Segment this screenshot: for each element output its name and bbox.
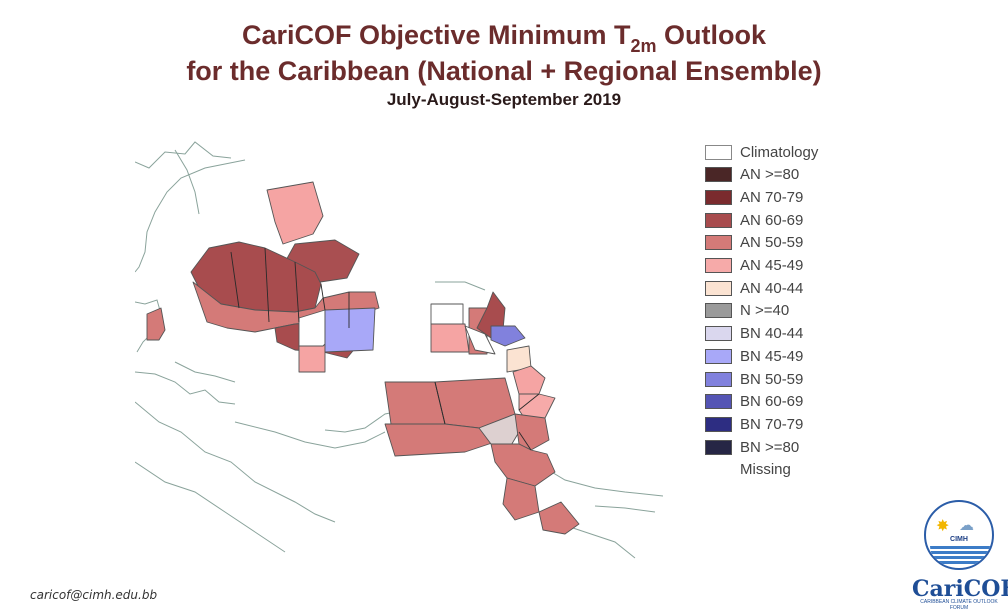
legend-label: AN 50-59 bbox=[740, 234, 804, 252]
waves-icon bbox=[930, 546, 992, 566]
region-haiti bbox=[298, 343, 326, 373]
legend-item: BN 40-44 bbox=[705, 323, 803, 345]
legend-swatch bbox=[705, 462, 732, 477]
legend-swatch bbox=[705, 371, 732, 387]
legend-item: BN 70-79 bbox=[705, 413, 803, 435]
legend-swatch bbox=[705, 258, 732, 273]
map-period: July-August-September 2019 bbox=[386, 90, 622, 109]
map-title-line2: for the Caribbean (National + Regional E… bbox=[186, 56, 822, 86]
legend-swatch bbox=[705, 439, 732, 455]
legend-label: BN 45-49 bbox=[740, 347, 804, 365]
logo-name: CariCOF bbox=[912, 576, 1008, 602]
legend-label: BN 40-44 bbox=[740, 325, 804, 343]
region-puerto-rico-north bbox=[430, 303, 464, 325]
legend-item: Missing bbox=[705, 459, 791, 481]
emblem-text: CIMH bbox=[950, 536, 968, 543]
legend-label: AN >=80 bbox=[740, 166, 800, 184]
legend-item: AN 45-49 bbox=[705, 255, 803, 277]
region-missing bbox=[464, 325, 496, 355]
legend-swatch bbox=[705, 144, 732, 160]
legend-label: AN 60-69 bbox=[740, 211, 804, 229]
legend-swatch bbox=[705, 280, 732, 296]
sun-icon: ✸ bbox=[936, 518, 950, 535]
region-dominica bbox=[512, 365, 546, 395]
division-lines bbox=[230, 247, 540, 451]
legend-swatch bbox=[705, 326, 732, 342]
region-puerto-rico bbox=[430, 323, 470, 353]
legend-item: Climatology bbox=[705, 141, 818, 163]
legend-swatch bbox=[705, 416, 732, 432]
legend-label: Missing bbox=[740, 461, 791, 479]
legend-swatch bbox=[705, 189, 732, 205]
legend-label: BN 60-69 bbox=[740, 393, 804, 411]
legend-swatch bbox=[705, 303, 732, 319]
legend-item: AN >=80 bbox=[705, 164, 799, 186]
caricof-logo: ✸ ☁ CIMH CariCOF CARIBBEAN CLIMATE OUTLO… bbox=[912, 500, 1008, 611]
legend-item: AN 60-69 bbox=[705, 209, 803, 231]
legend-swatch bbox=[705, 348, 732, 364]
legend-item: AN 70-79 bbox=[705, 186, 803, 208]
region-guyana-central bbox=[502, 477, 540, 521]
legend-label: N >=40 bbox=[740, 302, 790, 320]
legend-label: AN 40-44 bbox=[740, 279, 804, 297]
legend-label: AN 45-49 bbox=[740, 257, 804, 274]
legend-label: AN 70-79 bbox=[740, 188, 804, 206]
region-antigua bbox=[490, 325, 526, 347]
cimh-emblem: ✸ ☁ CIMH bbox=[924, 500, 994, 570]
contact-email[interactable]: caricof@cimh.edu.bb bbox=[30, 588, 158, 602]
logo-tagline: CARIBBEAN CLIMATE OUTLOOK FORUM bbox=[920, 599, 998, 611]
legend-item: BN >=80 bbox=[705, 436, 799, 458]
legend-item: AN 40-44 bbox=[705, 277, 803, 299]
legend-swatch bbox=[705, 235, 732, 251]
region-guyana-north bbox=[490, 443, 556, 487]
legend-swatch bbox=[705, 394, 732, 410]
legend-label: BN >=80 bbox=[740, 438, 800, 456]
legend-swatch bbox=[705, 212, 732, 228]
legend-label: Climatology bbox=[740, 143, 819, 161]
legend-item: BN 45-49 bbox=[705, 345, 803, 367]
cloud-icon: ☁ bbox=[959, 517, 974, 534]
legend-item: N >=40 bbox=[705, 300, 789, 322]
legend-item: AN 50-59 bbox=[705, 232, 803, 254]
region-tobago bbox=[478, 413, 520, 453]
outlook-map bbox=[135, 132, 663, 562]
region-trinidad bbox=[514, 413, 550, 451]
legend-label: BN 50-59 bbox=[740, 370, 804, 388]
legend-item: BN 60-69 bbox=[705, 391, 803, 413]
legend-swatch bbox=[705, 167, 732, 183]
region-dominican-republic bbox=[324, 307, 376, 353]
region-suriname bbox=[538, 501, 580, 535]
region-bahamas-north bbox=[266, 181, 324, 245]
map-title-line1: CariCOF Objective Minimum T2m Outlook bbox=[241, 20, 767, 56]
region-belize bbox=[146, 307, 166, 341]
region-abc-west bbox=[384, 381, 446, 425]
legend-label: BN 70-79 bbox=[740, 415, 804, 433]
legend-item: BN 50-59 bbox=[705, 368, 803, 390]
